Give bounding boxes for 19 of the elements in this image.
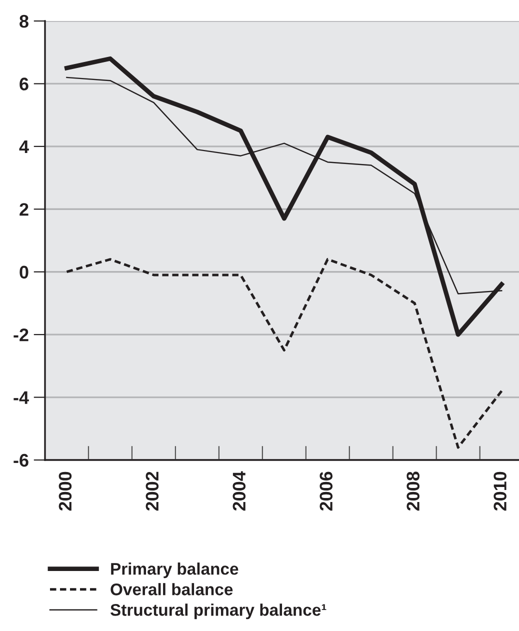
y-tick-label: 4 (19, 140, 29, 153)
x-tick-label: 2002 (146, 472, 159, 511)
y-tick-label: -2 (14, 328, 28, 342)
legend-label: Overall balance (110, 583, 233, 596)
x-tick-label: 2006 (320, 472, 333, 511)
x-tick-label: 2000 (58, 472, 72, 511)
y-tick-label: 6 (20, 78, 28, 90)
y-tick-label: 2 (20, 203, 28, 216)
legend-label: Structural primary balance¹ (110, 604, 326, 620)
line-series (64, 56, 504, 337)
legend-label: Primary balance (111, 562, 238, 578)
y-tick-label: -4 (14, 391, 29, 404)
line-series (65, 258, 503, 449)
x-tick-label: 2010 (494, 472, 506, 511)
y-tick-label: 8 (20, 14, 28, 28)
y-tick-label: 0 (20, 266, 28, 279)
x-tick-label: 2008 (406, 472, 420, 511)
x-tick-label: 2004 (232, 471, 246, 511)
y-tick-label: -6 (14, 454, 28, 467)
